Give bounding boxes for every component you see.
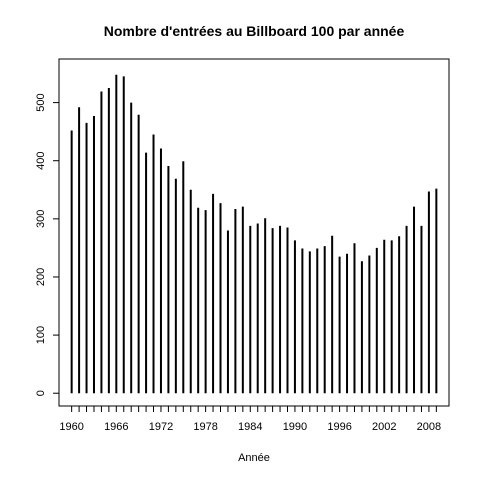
x-tick-label: 1996: [327, 421, 351, 433]
x-axis: 1960 1966 1972 1978 1984 1990 1996 2002 2008: [59, 405, 441, 433]
x-tick-label: 1978: [193, 421, 217, 433]
plot-box: [58, 58, 450, 407]
y-axis: 0 100 200 300 400 500: [35, 93, 60, 396]
x-tick-label: 1990: [283, 421, 307, 433]
x-tick-label: 1966: [104, 421, 128, 433]
y-tick-label: 0: [35, 390, 47, 396]
y-tick-label: 400: [35, 152, 47, 170]
x-tick-label: 1984: [238, 421, 262, 433]
chart-title: Nombre d'entrées au Billboard 100 par an…: [104, 23, 405, 39]
bars-group: [70, 74, 438, 394]
y-tick-label: 100: [35, 326, 47, 344]
y-tick-label: 200: [35, 268, 47, 286]
y-tick-label: 300: [35, 210, 47, 228]
x-axis-label: Année: [238, 452, 270, 464]
x-tick-label: 1960: [59, 421, 83, 433]
x-tick-label: 2002: [372, 421, 396, 433]
x-tick-label: 2008: [417, 421, 441, 433]
x-tick-label: 1972: [149, 421, 173, 433]
y-tick-label: 500: [35, 93, 47, 111]
